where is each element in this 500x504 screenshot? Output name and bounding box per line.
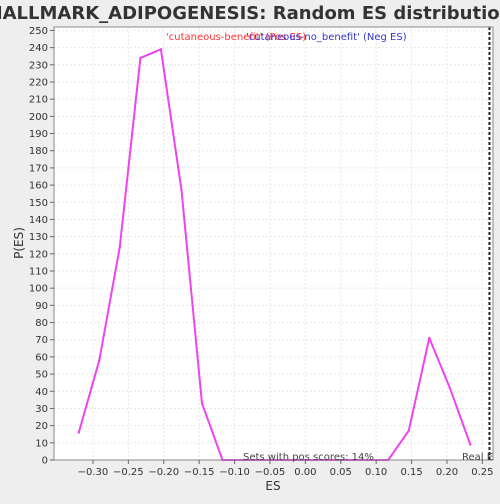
y-tick-label: 170 bbox=[29, 163, 48, 174]
x-tick-label: −0.20 bbox=[148, 467, 179, 478]
y-tick-label: 40 bbox=[35, 387, 48, 398]
y-tick-label: 250 bbox=[29, 26, 48, 37]
y-tick-label: 180 bbox=[29, 146, 48, 157]
y-tick-label: 90 bbox=[35, 301, 48, 312]
pos-scores-annotation: Sets with pos scores: 14% bbox=[243, 452, 374, 463]
y-tick-label: 160 bbox=[29, 181, 48, 192]
y-tick-label: 200 bbox=[29, 112, 48, 123]
data-point bbox=[200, 402, 204, 405]
y-tick-label: 220 bbox=[29, 77, 48, 88]
y-tick-label: 240 bbox=[29, 43, 48, 54]
data-point bbox=[180, 189, 183, 192]
legend-pos-es: 'cutaneous-benefit' (Pos ES) bbox=[166, 32, 306, 43]
x-tick-label: −0.30 bbox=[78, 467, 109, 478]
y-tick-label: 10 bbox=[35, 438, 48, 449]
y-tick-label: 30 bbox=[35, 404, 48, 415]
x-axis-label: ES bbox=[265, 479, 280, 493]
data-point bbox=[407, 429, 410, 432]
data-point bbox=[428, 336, 431, 340]
plot-frame bbox=[53, 26, 494, 461]
x-tick-label: −0.25 bbox=[113, 467, 144, 478]
x-tick-label: 0.25 bbox=[471, 467, 493, 478]
data-point bbox=[118, 245, 122, 249]
x-tick-label: 0.15 bbox=[400, 467, 422, 478]
y-tick-label: 150 bbox=[29, 198, 48, 209]
x-tick-label: −0.05 bbox=[255, 467, 286, 478]
y-tick-label: 210 bbox=[29, 95, 48, 106]
y-tick-label: 50 bbox=[35, 370, 48, 381]
x-tick-label: −0.10 bbox=[219, 467, 250, 478]
x-tick-label: 0.20 bbox=[436, 467, 458, 478]
y-tick-label: 230 bbox=[29, 60, 48, 71]
data-point bbox=[98, 359, 101, 362]
y-tick-label: 100 bbox=[29, 284, 48, 295]
x-axis-ticks: −0.30 −0.25 −0.20 −0.15 −0.10 −0.05 0.00 0.05 0.… bbox=[78, 460, 494, 478]
legend-neg-es: 'cutaneous-no_benefit' (Neg ES) bbox=[246, 32, 407, 43]
y-tick-label: 130 bbox=[29, 232, 48, 243]
data-point bbox=[159, 48, 163, 51]
x-tick-label: 0.00 bbox=[294, 467, 316, 478]
y-tick-label: 80 bbox=[35, 318, 48, 329]
x-tick-label: −0.15 bbox=[184, 467, 215, 478]
grid bbox=[54, 27, 493, 461]
data-point bbox=[77, 431, 80, 434]
data-point bbox=[448, 386, 452, 390]
x-tick-label: 0.10 bbox=[365, 467, 387, 478]
y-tick-label: 0 bbox=[42, 456, 48, 467]
data-point bbox=[469, 443, 472, 446]
data-point bbox=[139, 56, 142, 60]
y-tick-label: 20 bbox=[35, 421, 48, 432]
y-axis-label: P(ES) bbox=[12, 227, 26, 259]
chart-title: HALLMARK_ADIPOGENESIS: Random ES distrib… bbox=[0, 3, 500, 24]
y-axis-ticks: 0 10 20 30 40 50 60 70 80 90 100 110 120 130 140 150 160… bbox=[29, 26, 54, 467]
y-tick-label: 140 bbox=[29, 215, 48, 226]
x-tick-label: 0.05 bbox=[330, 467, 352, 478]
y-tick-label: 60 bbox=[35, 352, 48, 363]
y-tick-label: 110 bbox=[29, 266, 48, 277]
y-tick-label: 120 bbox=[29, 249, 48, 260]
y-tick-label: 70 bbox=[35, 335, 48, 346]
real-es-label: Real E bbox=[462, 452, 493, 463]
y-tick-label: 190 bbox=[29, 129, 48, 140]
